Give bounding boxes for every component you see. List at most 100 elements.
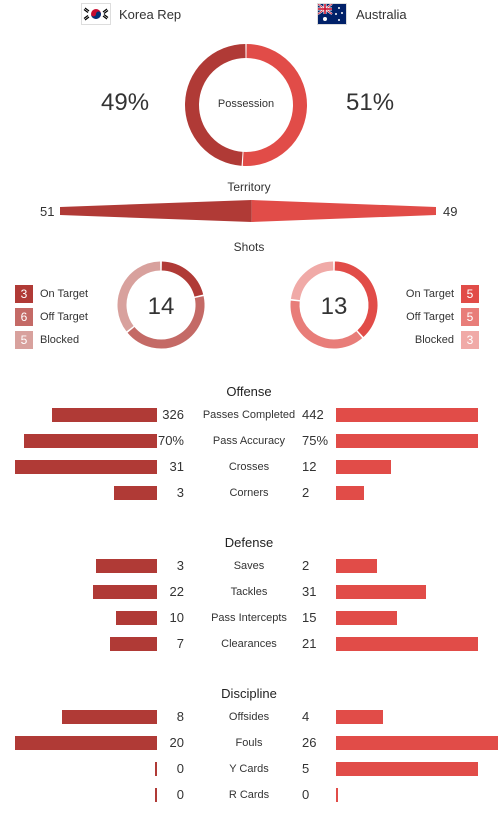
away-territory-value: 49 [443, 204, 458, 219]
section-title-discipline: Discipline [221, 686, 277, 701]
stat-label-r-cards: R Cards [228, 789, 270, 801]
away-blocked-arc [290, 261, 334, 301]
away-bar-passes-completed [336, 408, 478, 422]
home-value-tackles: 22 [169, 584, 184, 599]
stat-label-passes-completed: Passes Completed [202, 409, 296, 421]
section-title-defense: Defense [224, 535, 274, 550]
away-value-corners: 2 [302, 485, 310, 500]
stat-label-fouls: Fouls [235, 737, 263, 749]
home-bar-corners [114, 486, 157, 500]
home-blocked-label: Blocked [40, 334, 80, 346]
away-bar-y-cards [336, 762, 478, 776]
away-possession-value: 51% [346, 89, 395, 116]
home-value-clearances: 7 [176, 636, 184, 651]
home-bar-fouls [15, 736, 157, 750]
stat-label-crosses: Crosses [228, 461, 270, 473]
home-on-target-count: 3 [15, 285, 33, 303]
home-blocked-count: 5 [15, 331, 33, 349]
home-value-offsides: 8 [176, 709, 184, 724]
home-value-passes-completed: 326 [162, 407, 184, 422]
away-bar-fouls [336, 736, 498, 750]
away-shots-donut: 13 [290, 261, 378, 349]
away-bar-pass-intercepts [336, 611, 397, 625]
home-value-saves: 3 [176, 558, 184, 573]
away-bar-offsides [336, 710, 383, 724]
away-value-saves: 2 [302, 558, 310, 573]
territory-title: Territory [227, 180, 271, 194]
away-off-target-arc [290, 300, 363, 349]
away-blocked-count: 3 [461, 331, 479, 349]
away-bar-corners [336, 486, 364, 500]
home-value-crosses: 31 [169, 459, 184, 474]
home-bar-passes-completed [52, 408, 157, 422]
away-value-offsides: 4 [302, 709, 310, 724]
away-team-name: Australia [356, 7, 407, 22]
away-off-target-label: Off Target [406, 311, 454, 323]
stat-label-saves: Saves [233, 560, 265, 572]
home-territory-value: 51 [40, 204, 55, 219]
stat-label-pass-accuracy: Pass Accuracy [212, 435, 286, 447]
home-bar-saves [96, 559, 157, 573]
home-on-target-label: On Target [40, 288, 89, 300]
away-bar-saves [336, 559, 377, 573]
home-shots-donut: 14 [117, 261, 205, 349]
stat-label-offsides: Offsides [228, 711, 270, 723]
home-bar-r-cards [155, 788, 157, 802]
south-korea-flag-icon [81, 3, 111, 25]
shots-title: Shots [233, 240, 265, 254]
home-value-r-cards: 0 [176, 787, 184, 802]
away-blocked-label: Blocked [414, 334, 454, 346]
home-bar-pass-accuracy [24, 434, 157, 448]
home-shots-total: 14 [148, 293, 175, 320]
away-value-clearances: 21 [302, 636, 317, 651]
home-value-corners: 3 [176, 485, 184, 500]
away-value-passes-completed: 442 [302, 407, 324, 422]
possession-donut: Possession [185, 44, 307, 166]
home-bar-pass-intercepts [116, 611, 157, 625]
home-value-y-cards: 0 [176, 761, 184, 776]
away-value-y-cards: 5 [302, 761, 310, 776]
away-off-target-count: 5 [461, 308, 479, 326]
stat-label-tackles: Tackles [230, 586, 268, 598]
home-value-fouls: 20 [169, 735, 184, 750]
home-bar-tackles [93, 585, 157, 599]
away-shots-total: 13 [321, 293, 348, 320]
away-bar-crosses [336, 460, 391, 474]
away-value-pass-intercepts: 15 [302, 610, 317, 625]
section-title-offense: Offense [226, 384, 272, 399]
home-value-pass-accuracy: 70% [157, 433, 184, 448]
away-bar-r-cards [336, 788, 338, 802]
possession-label: Possession [218, 98, 274, 110]
home-off-target-arc [127, 296, 205, 349]
home-value-pass-intercepts: 10 [169, 610, 184, 625]
away-possession-arc [242, 44, 307, 166]
home-off-target-count: 6 [15, 308, 33, 326]
stat-label-clearances: Clearances [221, 638, 277, 650]
home-bar-offsides [62, 710, 157, 724]
home-blocked-arc [117, 261, 161, 332]
home-bar-y-cards [155, 762, 157, 776]
home-territory-wedge [60, 200, 252, 222]
away-territory-wedge [251, 200, 436, 222]
home-off-target-label: Off Target [40, 311, 88, 323]
stat-label-y-cards: Y Cards [229, 763, 269, 775]
stat-label-pass-intercepts: Pass Intercepts [211, 612, 287, 624]
stat-label-corners: Corners [229, 487, 269, 499]
home-possession-value: 49% [101, 89, 150, 116]
home-bar-clearances [110, 637, 157, 651]
away-value-pass-accuracy: 75% [302, 433, 329, 448]
away-bar-pass-accuracy [336, 434, 478, 448]
home-on-target-arc [161, 261, 204, 297]
away-on-target-label: On Target [405, 288, 454, 300]
home-bar-crosses [15, 460, 157, 474]
territory-bar [60, 200, 436, 222]
away-value-r-cards: 0 [302, 787, 310, 802]
away-bar-tackles [336, 585, 426, 599]
away-bar-clearances [336, 637, 478, 651]
away-on-target-count: 5 [461, 285, 479, 303]
home-team-name: Korea Rep [119, 7, 182, 22]
australia-flag-icon [317, 3, 347, 25]
away-on-target-arc [334, 261, 378, 337]
away-value-crosses: 12 [302, 459, 317, 474]
away-value-tackles: 31 [302, 584, 317, 599]
